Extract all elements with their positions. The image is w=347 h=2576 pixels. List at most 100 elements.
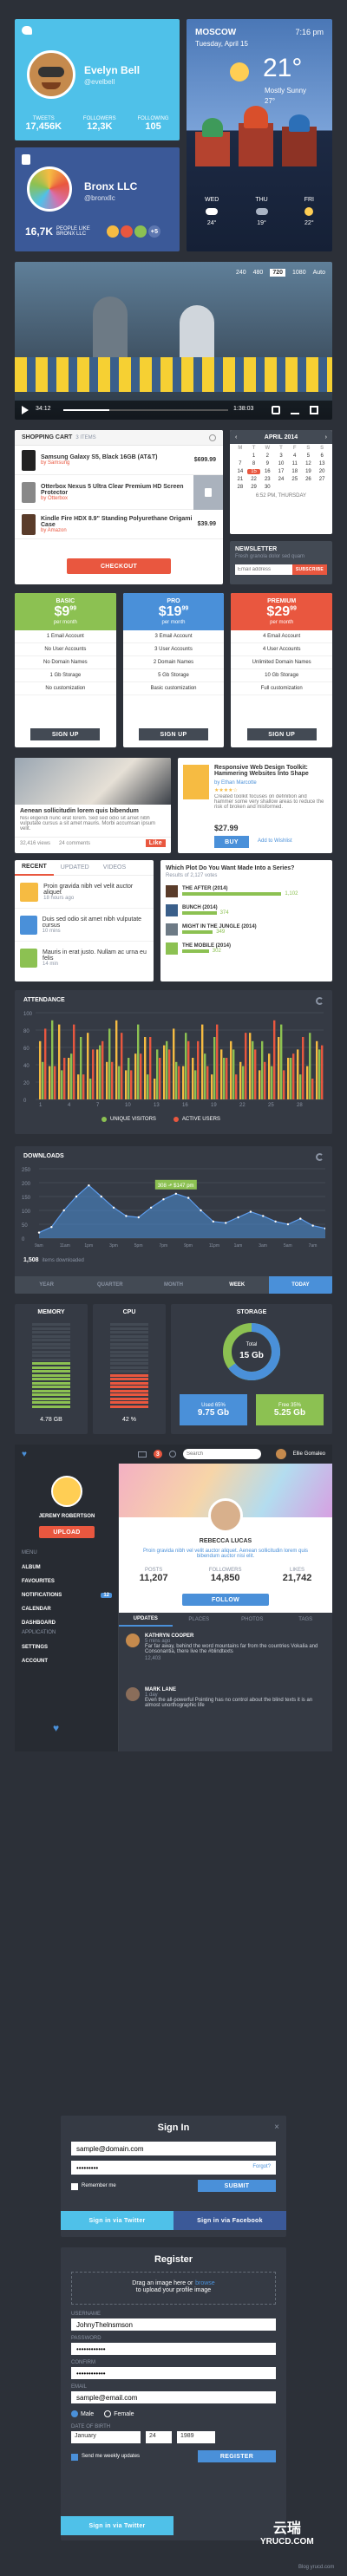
avatar[interactable]	[126, 1634, 140, 1647]
submit-button[interactable]: SUBMIT	[198, 2180, 276, 2192]
profile-handle[interactable]: @evelbell	[84, 78, 115, 86]
quality-240[interactable]: 240	[235, 270, 246, 276]
settings-icon[interactable]	[168, 1451, 176, 1458]
video-player[interactable]: 240 480 720 1080 Auto 34:12 1:38:03	[15, 262, 332, 420]
calendar-day[interactable]: 16	[264, 469, 271, 474]
data-point[interactable]	[274, 1220, 277, 1223]
calendar-day[interactable]: 14	[237, 469, 244, 474]
post-title[interactable]: Aenean sollicitudin lorem quis bibendum	[20, 808, 139, 814]
book-title[interactable]: Responsive Web Design Toolkit: Hammering…	[214, 765, 309, 777]
tab-videos[interactable]: VIDEOS	[102, 864, 127, 871]
data-point[interactable]	[149, 1206, 153, 1209]
avatar[interactable]	[126, 1687, 140, 1701]
calendar-day[interactable]: 30	[264, 485, 271, 490]
data-point[interactable]	[311, 1224, 314, 1227]
page-handle[interactable]: @bronxllc	[84, 194, 115, 202]
forgot-link[interactable]: Forgot?	[252, 2164, 271, 2169]
comments-link[interactable]: 24 comments	[59, 840, 91, 846]
feed-item-likes[interactable]: 12,403	[145, 1656, 161, 1661]
heart-icon[interactable]: ♥	[53, 1722, 60, 1734]
sidebar-item-album[interactable]: ALBUM	[22, 1561, 112, 1575]
calendar-day[interactable]: 10	[278, 461, 285, 466]
stat-likes[interactable]: LIKES 21,742	[282, 1568, 312, 1583]
tab-photos[interactable]: PHOTOS	[241, 1617, 264, 1622]
calendar-day[interactable]: 2	[265, 453, 269, 459]
heart-icon[interactable]: ♥	[22, 1449, 27, 1459]
stat-followers[interactable]: FOLLOWERS 12,3K	[82, 116, 116, 132]
stat-tweets[interactable]: TWEETS 17,456K	[25, 116, 62, 132]
quality-720[interactable]: 720	[270, 269, 286, 277]
confirm-input[interactable]	[71, 2367, 276, 2379]
sidebar-item-settings[interactable]: SETTINGS	[22, 1640, 112, 1654]
checkout-button[interactable]: CHECKOUT	[67, 558, 171, 574]
period-tab-year[interactable]: YEAR	[39, 1282, 54, 1288]
wishlist-link[interactable]: Add to Wishlist	[258, 838, 292, 844]
year-select[interactable]: 1989	[177, 2431, 215, 2443]
data-point[interactable]	[225, 1222, 227, 1224]
data-point[interactable]	[125, 1215, 128, 1217]
avatar[interactable]	[275, 1449, 286, 1459]
calendar-day[interactable]: 26	[305, 477, 311, 482]
poll-option[interactable]: THE AFTER (2014) 1,102	[160, 882, 332, 901]
calendar-day[interactable]: 18	[291, 469, 298, 474]
delete-item-button[interactable]	[193, 474, 223, 510]
notification-badge[interactable]: 3	[153, 1450, 162, 1458]
calendar-day[interactable]: 7	[239, 461, 242, 466]
remember-checkbox[interactable]	[71, 2183, 78, 2190]
calendar-day[interactable]: 21	[237, 477, 244, 482]
data-point[interactable]	[299, 1217, 302, 1220]
sidebar-item-calendar[interactable]: CALENDAR	[22, 1602, 112, 1616]
follow-button[interactable]: FOLLOW	[182, 1594, 269, 1606]
refresh-icon[interactable]	[316, 1153, 324, 1161]
data-point[interactable]	[249, 1210, 252, 1213]
calendar-day[interactable]: 8	[252, 461, 256, 466]
list-item[interactable]: Proin gravida nibh vel velit auctor aliq…	[15, 876, 154, 909]
period-tab-quarter[interactable]: QUARTER	[96, 1282, 123, 1288]
data-point[interactable]	[50, 1226, 53, 1229]
signup-button[interactable]: SIGN UP	[30, 728, 101, 740]
calendar-day[interactable]: 22	[251, 477, 257, 482]
stat-followers[interactable]: FOLLOWERS 14,850	[208, 1568, 242, 1583]
tab-updated[interactable]: UPDATED	[60, 864, 89, 871]
tab-places[interactable]: PLACES	[188, 1617, 210, 1622]
sidebar-item-account[interactable]: ACCOUNT	[22, 1654, 112, 1668]
calendar-day[interactable]: 1	[252, 453, 256, 459]
poll-option[interactable]: THE MOBILE (2014) 302	[160, 939, 332, 958]
calendar-day[interactable]: 4	[293, 453, 297, 459]
list-item[interactable]: Mauris in erat justo. Nullam ac urna eu …	[15, 942, 154, 975]
username-input[interactable]	[71, 2142, 276, 2155]
weekly-checkbox[interactable]	[71, 2454, 78, 2461]
cart-item[interactable]: Samsung Galaxy S5, Black 16GB (AT&T) by S…	[15, 446, 223, 475]
password-input[interactable]	[71, 2161, 276, 2175]
list-item[interactable]: Duis sed odio sit amet nibh vulputate cu…	[15, 909, 154, 942]
email-input[interactable]	[71, 2391, 276, 2403]
day-select[interactable]: 24	[146, 2431, 172, 2443]
quality-480[interactable]: 480	[252, 270, 264, 276]
poll-option[interactable]: MIGHT IN THE JUNGLE (2014) 349	[160, 920, 332, 939]
calendar-day[interactable]: 12	[305, 461, 311, 466]
calendar-day[interactable]: 3	[279, 453, 283, 459]
data-point[interactable]	[100, 1195, 102, 1198]
data-point[interactable]	[37, 1231, 41, 1234]
signup-button[interactable]: SIGN UP	[139, 728, 208, 740]
stat-posts[interactable]: POSTS 11,207	[139, 1568, 168, 1583]
calendar-day[interactable]: 15	[246, 469, 261, 474]
cart-item[interactable]: Otterbox Nexus 5 Ultra Clear Premium HD …	[15, 474, 223, 510]
next-month-icon[interactable]: ›	[324, 434, 327, 440]
twitter-signin-button[interactable]: Sign in via Twitter	[61, 2211, 174, 2230]
tab-recent[interactable]: RECENT	[15, 860, 54, 876]
signup-button[interactable]: SIGN UP	[246, 728, 317, 740]
fullscreen-icon[interactable]	[310, 406, 318, 414]
calendar-day[interactable]: 23	[264, 477, 271, 482]
period-tab-today[interactable]: TODAY	[268, 1276, 332, 1294]
data-point[interactable]	[324, 1227, 325, 1229]
data-point[interactable]	[286, 1223, 290, 1226]
book-author[interactable]: by Ethan Marcotte	[214, 780, 257, 786]
data-point[interactable]	[212, 1220, 215, 1223]
sidebar-item-favourites[interactable]: FAVOURITES	[22, 1575, 112, 1588]
image-dropzone[interactable]: Drag an image here or browse to upload y…	[71, 2272, 276, 2305]
calendar-day[interactable]: 27	[318, 477, 325, 482]
quality-auto[interactable]: Auto	[312, 270, 325, 276]
twitter-signin-button[interactable]: Sign in via Twitter	[61, 2516, 174, 2535]
download-icon[interactable]	[291, 406, 299, 414]
